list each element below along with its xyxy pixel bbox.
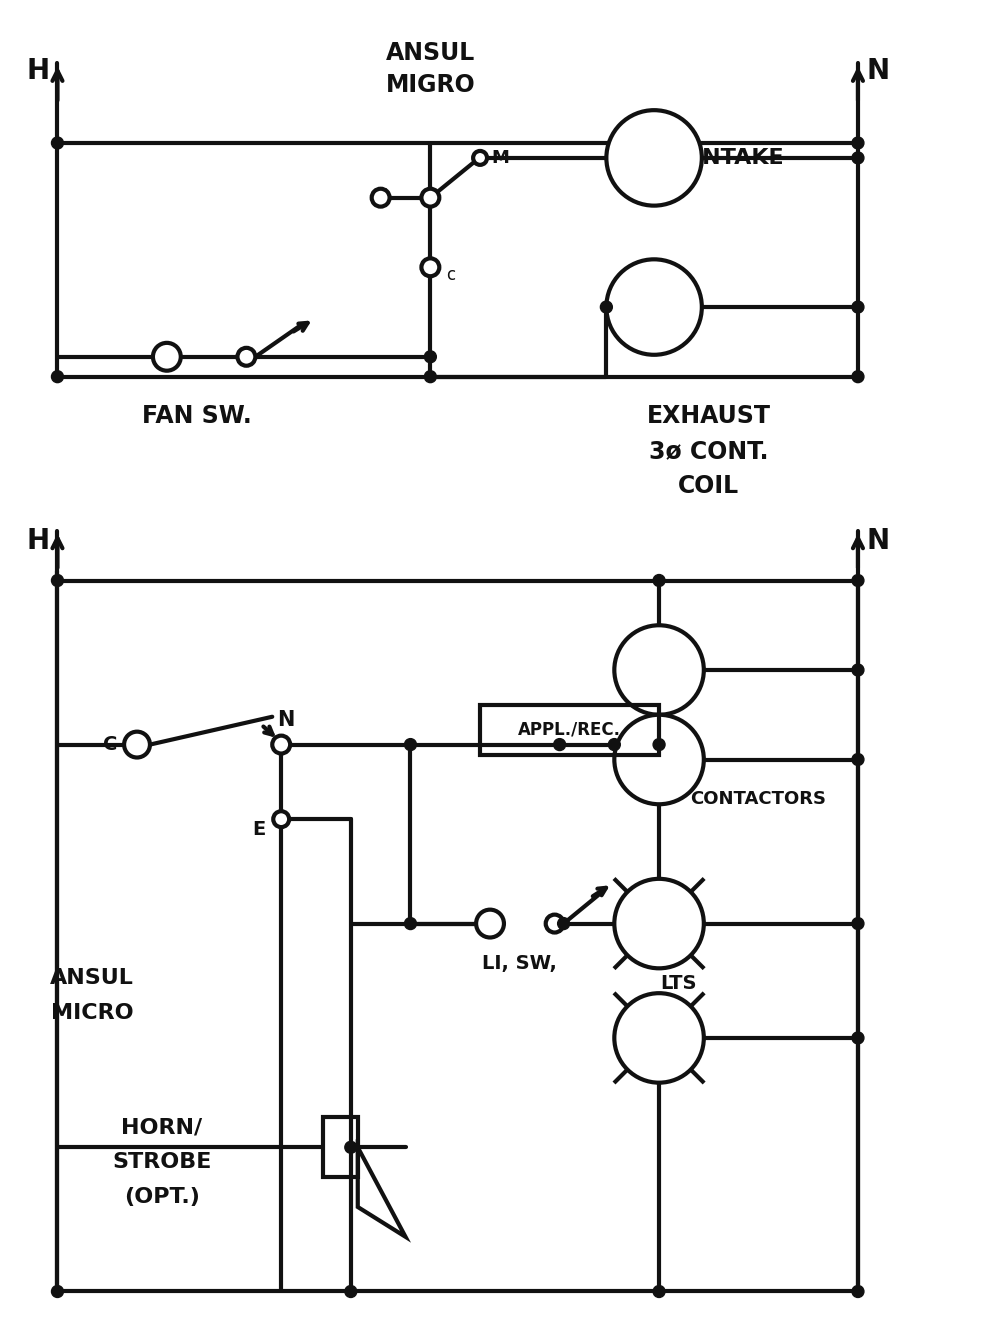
Circle shape — [653, 739, 665, 751]
Text: CONTACTORS: CONTACTORS — [690, 790, 827, 808]
Text: H: H — [26, 58, 49, 86]
Text: L: L — [651, 1026, 667, 1050]
Text: ANSUL: ANSUL — [50, 968, 135, 988]
Text: M: M — [491, 149, 509, 167]
Text: MICRO: MICRO — [51, 1003, 134, 1023]
Circle shape — [405, 917, 416, 929]
Text: E: E — [374, 188, 388, 208]
Text: FAN SW.: FAN SW. — [141, 404, 251, 428]
Circle shape — [852, 371, 864, 383]
Circle shape — [852, 1285, 864, 1297]
Text: N: N — [278, 709, 295, 729]
Text: COIL: COIL — [678, 474, 740, 498]
Circle shape — [608, 739, 620, 751]
Circle shape — [600, 301, 612, 313]
Circle shape — [153, 342, 181, 371]
Circle shape — [421, 189, 439, 207]
Text: L: L — [651, 912, 667, 936]
Text: EXHAUST: EXHAUST — [647, 404, 770, 428]
Circle shape — [606, 259, 702, 355]
Circle shape — [51, 371, 63, 383]
Text: MIGRO: MIGRO — [386, 74, 476, 97]
Text: LI, SW,: LI, SW, — [483, 954, 557, 972]
Circle shape — [614, 626, 704, 714]
Circle shape — [614, 878, 704, 968]
Text: (OPT.): (OPT.) — [124, 1187, 200, 1207]
Circle shape — [852, 753, 864, 766]
Text: N: N — [866, 58, 889, 86]
Circle shape — [124, 732, 150, 757]
Circle shape — [546, 915, 564, 932]
Circle shape — [424, 371, 436, 383]
Circle shape — [653, 575, 665, 587]
Text: APPL./REC.: APPL./REC. — [518, 721, 621, 739]
Circle shape — [852, 1031, 864, 1044]
Circle shape — [405, 739, 416, 751]
Circle shape — [852, 575, 864, 587]
Bar — [323, 1117, 358, 1178]
Text: E: E — [644, 293, 665, 321]
Circle shape — [852, 137, 864, 149]
Circle shape — [345, 1285, 357, 1297]
Bar — [480, 705, 659, 755]
Circle shape — [606, 110, 702, 205]
Circle shape — [852, 663, 864, 676]
Circle shape — [372, 189, 390, 207]
Text: E: E — [253, 819, 266, 838]
Circle shape — [558, 917, 570, 929]
Text: 3ø CONT.: 3ø CONT. — [649, 439, 768, 463]
Circle shape — [237, 348, 255, 365]
Text: C: C — [103, 735, 118, 753]
Text: N: N — [866, 526, 889, 555]
Text: INTAKE: INTAKE — [694, 148, 783, 168]
Circle shape — [51, 1285, 63, 1297]
Circle shape — [345, 1142, 357, 1154]
Circle shape — [51, 137, 63, 149]
Text: H: H — [26, 526, 49, 555]
Circle shape — [852, 917, 864, 929]
Circle shape — [424, 351, 436, 363]
Circle shape — [852, 152, 864, 164]
Circle shape — [554, 739, 566, 751]
Circle shape — [852, 301, 864, 313]
Circle shape — [421, 258, 439, 277]
Text: ANSUL: ANSUL — [386, 42, 475, 66]
Circle shape — [51, 575, 63, 587]
Text: STROBE: STROBE — [112, 1152, 212, 1172]
Text: c: c — [446, 266, 455, 285]
Circle shape — [273, 811, 289, 827]
Circle shape — [272, 736, 290, 753]
Text: ±: ± — [639, 141, 670, 175]
Text: LTS: LTS — [661, 974, 697, 992]
Circle shape — [614, 994, 704, 1082]
Circle shape — [614, 714, 704, 804]
Circle shape — [476, 909, 504, 937]
Circle shape — [473, 150, 487, 165]
Circle shape — [653, 1285, 665, 1297]
Text: HORN/: HORN/ — [122, 1117, 203, 1138]
